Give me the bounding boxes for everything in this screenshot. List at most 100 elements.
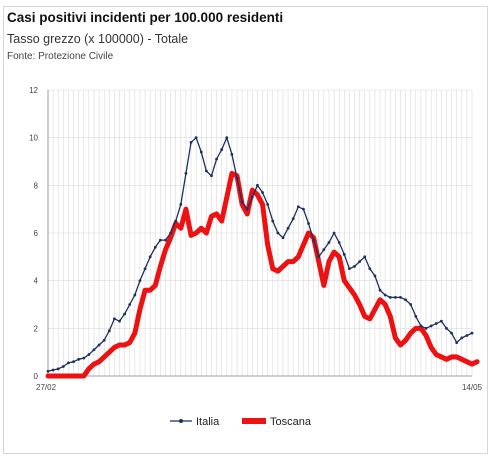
- data-point-italia: [429, 324, 433, 328]
- data-point-italia: [368, 267, 372, 271]
- data-point-italia: [82, 356, 86, 360]
- data-point-italia: [347, 267, 351, 271]
- data-point-italia: [46, 369, 50, 373]
- data-point-italia: [97, 343, 101, 347]
- data-point-italia: [133, 293, 137, 297]
- data-point-italia: [51, 368, 55, 372]
- data-point-italia: [399, 295, 402, 299]
- data-point-italia: [215, 157, 218, 161]
- y-tick-label: 8: [34, 181, 39, 190]
- data-point-italia: [179, 203, 183, 206]
- x-tick-label: 14/05: [462, 383, 483, 392]
- data-point-italia: [174, 219, 178, 223]
- data-point-italia: [409, 303, 413, 306]
- data-point-italia: [194, 136, 198, 140]
- data-point-italia: [220, 148, 224, 151]
- data-point-italia: [291, 217, 295, 221]
- data-point-italia: [128, 303, 132, 306]
- data-point-italia: [148, 255, 152, 259]
- data-point-italia: [378, 288, 382, 292]
- data-point-italia: [383, 293, 387, 297]
- x-tick-label: 27/02: [36, 383, 57, 392]
- data-point-italia: [199, 150, 203, 154]
- data-point-italia: [245, 207, 249, 211]
- data-point-italia: [230, 152, 234, 156]
- data-point-italia: [445, 326, 448, 330]
- data-point-italia: [261, 191, 264, 194]
- data-point-italia: [61, 365, 65, 368]
- data-point-italia: [465, 334, 469, 337]
- data-point-italia: [56, 367, 60, 371]
- data-point-italia: [87, 353, 91, 356]
- data-point-italia: [92, 348, 96, 352]
- data-point-italia: [434, 322, 438, 325]
- data-point-italia: [250, 195, 254, 199]
- x-axis-ticks: 27/02 14/05: [36, 383, 483, 392]
- data-point-italia: [67, 361, 70, 365]
- legend-marker-italia: [179, 419, 183, 423]
- data-point-italia: [266, 203, 270, 206]
- y-tick-label: 0: [34, 372, 39, 381]
- chart-source: Fonte: Protezione Civile: [7, 51, 114, 62]
- data-point-italia: [307, 222, 310, 225]
- series-line-toscana: [45, 170, 480, 379]
- data-point-italia: [312, 238, 316, 242]
- data-point-italia: [210, 174, 213, 178]
- data-point-italia: [164, 238, 167, 242]
- legend-label-toscana: Toscana: [270, 416, 312, 428]
- data-point-italia: [123, 312, 127, 316]
- data-point-italia: [240, 200, 244, 204]
- data-point-italia: [337, 241, 341, 244]
- data-point-italia: [353, 264, 356, 268]
- chart-series: [45, 136, 480, 379]
- data-point-italia: [342, 253, 346, 256]
- data-point-italia: [225, 136, 229, 140]
- y-tick-label: 10: [29, 134, 38, 143]
- data-point-italia: [102, 338, 106, 342]
- data-point-italia: [388, 295, 392, 299]
- data-point-italia: [404, 298, 407, 302]
- data-point-italia: [281, 236, 285, 240]
- data-point-italia: [113, 317, 116, 321]
- data-point-italia: [332, 231, 336, 235]
- chart-frame: [3, 6, 488, 454]
- data-point-italia: [189, 141, 193, 144]
- data-point-italia: [414, 315, 418, 318]
- data-point-italia: [204, 169, 208, 173]
- data-point-italia: [363, 255, 367, 259]
- y-tick-label: 6: [34, 229, 39, 238]
- data-point-italia: [169, 231, 173, 235]
- data-point-italia: [72, 360, 75, 364]
- legend-label-italia: Italia: [196, 416, 220, 428]
- data-point-italia: [143, 267, 147, 271]
- data-point-italia: [455, 341, 459, 345]
- data-point-italia: [439, 319, 443, 323]
- y-tick-label: 2: [34, 324, 39, 333]
- data-point-italia: [302, 207, 305, 211]
- data-point-italia: [322, 248, 326, 252]
- y-axis-ticks: 0 2 4 6 8 10 12: [29, 86, 38, 381]
- data-point-italia: [424, 326, 428, 330]
- data-point-italia: [373, 274, 377, 278]
- data-point-italia: [138, 279, 142, 283]
- data-point-italia: [296, 205, 300, 209]
- y-tick-label: 12: [29, 86, 38, 95]
- data-point-italia: [107, 329, 111, 333]
- data-point-italia: [286, 226, 290, 230]
- data-point-italia: [235, 176, 239, 180]
- data-point-italia: [256, 183, 259, 187]
- data-point-italia: [419, 324, 423, 328]
- data-point-italia: [158, 238, 162, 242]
- data-point-italia: [153, 245, 157, 249]
- data-point-italia: [317, 255, 321, 259]
- data-point-italia: [450, 331, 453, 335]
- data-point-italia: [118, 319, 121, 323]
- data-point-italia: [460, 336, 464, 340]
- data-point-italia: [77, 357, 81, 361]
- data-point-italia: [184, 172, 188, 175]
- chart-title: Casi positivi incidenti per 100.000 resi…: [7, 10, 284, 25]
- data-point-italia: [393, 295, 397, 299]
- chart-axes: [47, 90, 472, 377]
- data-point-italia: [271, 219, 275, 223]
